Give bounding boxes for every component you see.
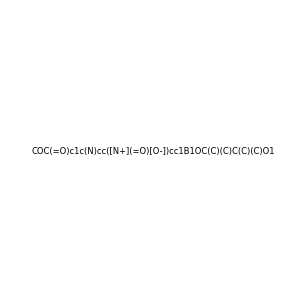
Text: COC(=O)c1c(N)cc([N+](=O)[O-])cc1B1OC(C)(C)C(C)(C)O1: COC(=O)c1c(N)cc([N+](=O)[O-])cc1B1OC(C)(… [32,147,275,156]
